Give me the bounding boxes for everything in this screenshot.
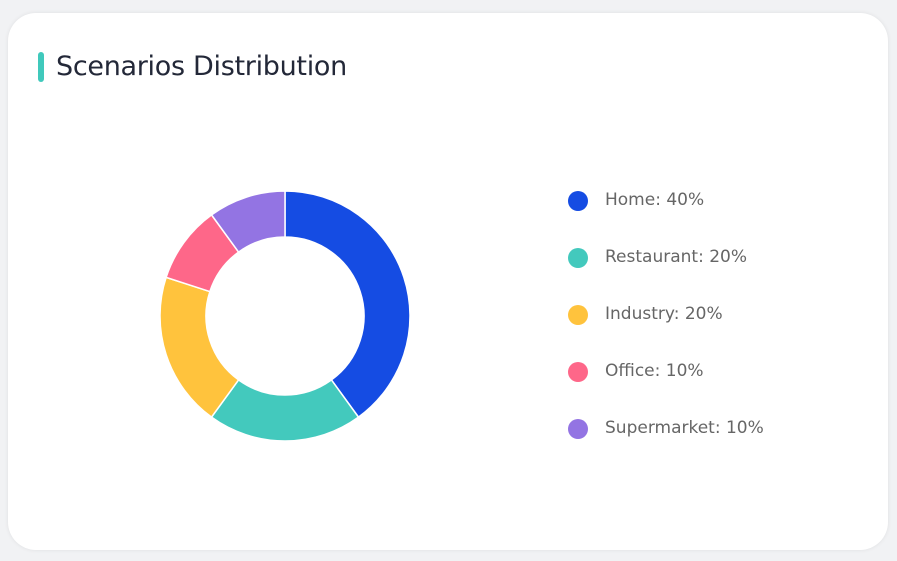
slice-industry[interactable] [159, 276, 240, 419]
legend-dot-icon [568, 248, 588, 268]
slice-restaurant[interactable] [210, 378, 360, 442]
legend-dot-icon [568, 305, 588, 325]
legend-dot-icon [568, 362, 588, 382]
legend-label: Home: 40% [605, 190, 705, 210]
legend-label: Restaurant: 20% [605, 247, 747, 267]
chart-title: Scenarios Distribution [56, 51, 347, 82]
slice-home[interactable] [284, 190, 411, 419]
legend-dot-icon [568, 419, 588, 439]
legend-label: Supermarket: 10% [605, 418, 764, 438]
legend-label: Industry: 20% [605, 304, 723, 324]
legend-label: Office: 10% [605, 361, 704, 381]
chart-card: Scenarios Distribution [8, 13, 888, 550]
title-accent-bar [38, 52, 44, 82]
slice-supermarket[interactable] [210, 190, 286, 254]
legend-dot-icon [568, 191, 588, 211]
